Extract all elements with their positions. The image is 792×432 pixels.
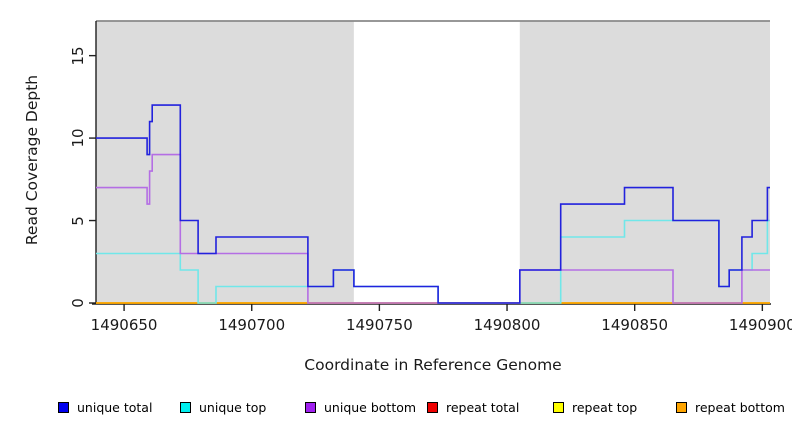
legend-item-repeat-top: repeat top — [553, 398, 637, 416]
y-axis-title-text: Read Coverage Depth — [23, 74, 41, 246]
shaded-region — [96, 21, 354, 304]
x-tick-label: 1490750 — [345, 316, 413, 334]
legend-label: unique total — [77, 399, 153, 415]
legend-label: unique top — [199, 399, 267, 415]
coverage-plot-canvas — [89, 20, 771, 311]
legend-swatch-yellow — [553, 401, 564, 413]
legend: unique total unique top unique bottom repea… — [0, 398, 792, 422]
series-line-unique-total — [96, 104, 770, 304]
y-tick-label: 15 — [69, 46, 87, 66]
legend-label: repeat total — [446, 399, 520, 415]
shaded-region — [519, 21, 770, 304]
y-tick-label: 10 — [69, 128, 87, 148]
y-tick-label: 0 — [69, 298, 87, 308]
legend-label: repeat bottom — [695, 399, 785, 415]
legend-label: unique bottom — [324, 399, 417, 415]
x-tick-label: 1490650 — [90, 316, 158, 334]
legend-swatch-orange — [676, 401, 687, 413]
legend-item-unique-total: unique total — [58, 398, 152, 416]
x-tick-label: 1490850 — [601, 316, 669, 334]
x-tick-label: 1490800 — [473, 316, 541, 334]
y-tick-label: 5 — [69, 215, 87, 226]
series-line-unique-bottom — [96, 153, 770, 304]
legend-item-unique-bottom: unique bottom — [305, 398, 416, 416]
legend-item-repeat-bottom: repeat bottom — [676, 398, 785, 416]
legend-swatch-purple — [305, 401, 316, 413]
legend-item-repeat-total: repeat total — [427, 398, 519, 416]
legend-swatch-cyan — [180, 401, 191, 413]
x-tick-label: 1490700 — [218, 316, 286, 334]
x-tick-label: 1490900 — [728, 316, 792, 334]
legend-swatch-red — [427, 401, 438, 413]
legend-item-unique-top: unique top — [180, 398, 266, 416]
x-axis-title: Coordinate in Reference Genome — [304, 356, 562, 374]
legend-label: repeat top — [572, 399, 638, 415]
legend-swatch-blue — [58, 401, 69, 413]
